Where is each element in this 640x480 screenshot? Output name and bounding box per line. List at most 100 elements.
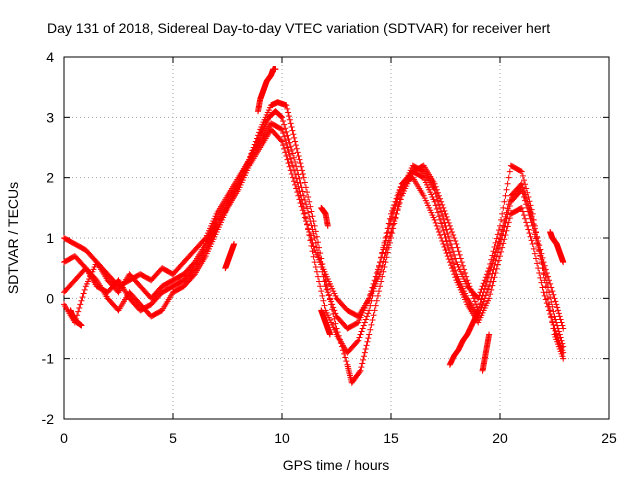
data-point — [278, 113, 285, 120]
data-point — [467, 286, 474, 293]
x-tick-label: 20 — [492, 430, 508, 446]
data-point — [528, 213, 535, 220]
data-point — [284, 132, 291, 139]
data-point — [444, 253, 451, 260]
data-point — [320, 297, 327, 304]
data-point — [284, 105, 291, 112]
data-point — [499, 210, 506, 217]
data-point — [478, 286, 485, 293]
x-tick-labels: 0 5 10 15 20 25 — [60, 430, 617, 446]
data-point — [393, 195, 400, 202]
data-point — [376, 288, 383, 295]
data-point — [530, 245, 537, 252]
data-point — [342, 354, 349, 361]
data-point — [294, 167, 301, 174]
data-point — [367, 302, 374, 309]
data-point — [435, 192, 442, 199]
data-point — [487, 279, 494, 286]
data-point — [500, 240, 507, 247]
data-point — [458, 259, 465, 266]
data-point — [473, 301, 480, 308]
data-point — [440, 241, 447, 248]
data-point — [549, 288, 556, 295]
data-point — [455, 248, 462, 255]
data-point — [447, 262, 454, 269]
data-point — [321, 302, 328, 309]
data-point — [538, 279, 545, 286]
data-point — [292, 142, 299, 149]
data-point — [540, 271, 547, 278]
data-point — [358, 364, 365, 371]
data-point — [439, 212, 446, 219]
data-point — [441, 244, 448, 251]
data-point — [440, 215, 447, 222]
data-point — [385, 237, 392, 244]
data-point — [366, 331, 373, 338]
data-point — [457, 255, 464, 262]
data-point — [367, 326, 374, 333]
data-points — [61, 66, 567, 386]
data-point — [389, 207, 396, 214]
data-point — [538, 250, 545, 257]
data-point — [201, 236, 208, 243]
data-point — [384, 241, 391, 248]
data-point — [289, 127, 296, 134]
data-point — [287, 167, 294, 174]
data-point — [463, 273, 470, 280]
data-point — [451, 251, 458, 258]
data-point — [76, 304, 83, 311]
data-point — [364, 313, 371, 320]
data-point — [377, 283, 384, 290]
data-point — [461, 266, 468, 273]
data-point — [360, 353, 367, 360]
data-point — [432, 202, 439, 209]
series-track-4 — [61, 126, 567, 332]
series-segment-e — [446, 307, 482, 368]
data-point — [360, 322, 367, 329]
data-point — [292, 181, 299, 188]
data-point — [489, 260, 496, 267]
data-point — [498, 230, 505, 237]
data-point — [392, 214, 399, 221]
x-tick-label: 25 — [601, 430, 617, 446]
data-point — [544, 303, 551, 310]
data-point — [383, 230, 390, 237]
data-point — [541, 262, 548, 269]
data-point — [433, 186, 440, 193]
data-point — [554, 322, 561, 329]
data-point — [497, 253, 503, 260]
data-point — [486, 283, 493, 290]
ticks — [63, 56, 610, 420]
data-point — [213, 222, 220, 229]
data-point — [365, 335, 372, 342]
data-point — [438, 235, 445, 241]
data-point — [293, 185, 300, 192]
data-point — [470, 295, 477, 302]
grid — [64, 57, 609, 419]
data-point — [300, 174, 307, 181]
data-point — [291, 134, 298, 141]
data-point — [369, 317, 376, 324]
data-point — [341, 350, 348, 357]
data-point — [462, 269, 469, 276]
data-point — [500, 204, 507, 211]
series-track-2 — [61, 108, 567, 350]
data-point — [296, 175, 303, 182]
data-point — [386, 215, 393, 222]
data-point — [308, 222, 315, 229]
data-point — [360, 356, 367, 363]
data-point — [502, 213, 509, 220]
data-point — [465, 280, 472, 287]
data-point — [295, 171, 302, 178]
data-point — [78, 297, 85, 304]
data-point — [365, 310, 372, 317]
data-point — [322, 283, 329, 290]
data-point — [559, 322, 566, 329]
data-point — [300, 192, 307, 199]
data-point — [386, 221, 393, 228]
data-point — [504, 205, 511, 212]
y-axis-label: SDTVAR / TECUs — [5, 182, 21, 294]
data-point — [285, 136, 292, 143]
data-point — [492, 269, 499, 276]
